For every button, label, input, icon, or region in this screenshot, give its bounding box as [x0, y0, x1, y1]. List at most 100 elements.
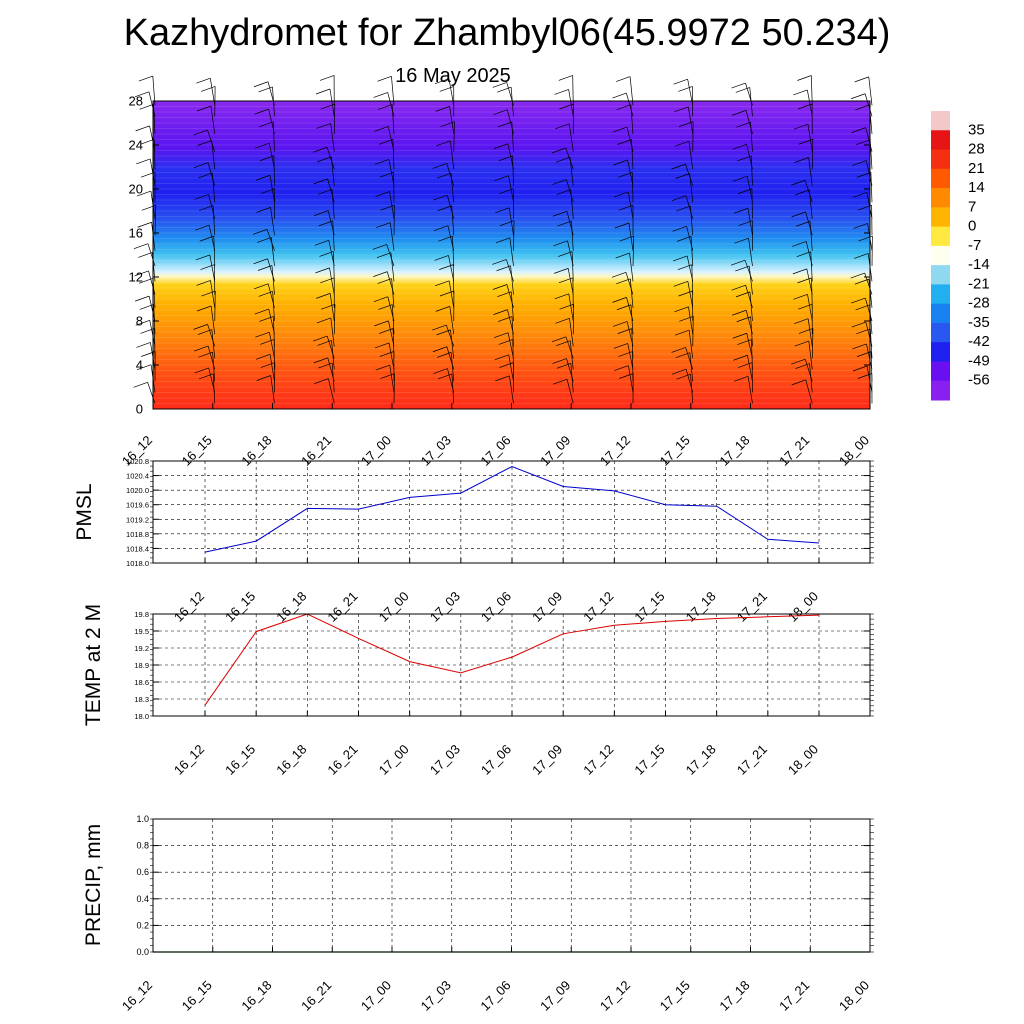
wind-barb-flag [618, 171, 633, 178]
y-tick-label: 19.8 [134, 610, 149, 619]
wind-barb-flag [612, 297, 627, 303]
wind-barb-flag [618, 351, 633, 357]
wind-barb-staff [450, 352, 455, 382]
colorbar-box [931, 111, 950, 131]
wind-barb-staff [449, 306, 455, 335]
wind-barb-flag [551, 336, 567, 343]
wind-barb-flag [732, 143, 747, 150]
chart-title: Kazhydromet for Zhambyl06(45.9972 50.234… [123, 12, 891, 54]
wind-barb-flag [730, 259, 746, 266]
wind-barb-flag [195, 224, 210, 231]
wind-barb-staff [566, 211, 574, 236]
wind-barb-staff [687, 106, 694, 135]
section-x-tick-label: 16_15 [179, 433, 215, 469]
wind-barb-staff [389, 365, 395, 393]
pmsl-panel: 1018.0 1018.4 1018.8 1019.2 1019.6 1020.0 1020… [73, 457, 874, 625]
wind-barb-flag [438, 235, 453, 242]
wind-barb-staff [508, 207, 514, 236]
wind-barb-flag [615, 76, 631, 82]
wind-barb-flag [372, 244, 387, 250]
wind-barb-flag [313, 335, 328, 342]
wind-barb-staff [688, 330, 694, 359]
wind-barb-flag [434, 255, 449, 261]
y-tick-label: 18.9 [134, 661, 149, 670]
wind-barb-flag [856, 139, 871, 145]
precip-panel: 0.0 0.2 0.4 0.6 0.8 1.0 16_12 16_15 16_18 16_21 17… [82, 814, 874, 1014]
colorbar-box [931, 361, 950, 382]
wind-barb-staff [810, 251, 813, 282]
wind-barb-flag [432, 346, 447, 353]
y-tick-label: 1020.0 [126, 486, 149, 495]
wind-barb-staff [445, 324, 455, 347]
wind-barb-flag [199, 373, 214, 380]
section-y-tick-label: 28 [129, 94, 143, 109]
wind-barb-flag [497, 121, 512, 128]
wind-barb-staff [269, 175, 275, 203]
section-x-tick-label: 16_21 [298, 433, 334, 469]
wind-barb-staff [568, 123, 574, 152]
wind-barb-flag [493, 109, 508, 116]
wind-barb-staff [329, 267, 335, 295]
colorbar-label: 35 [968, 121, 985, 138]
wind-barb-staff [864, 93, 873, 117]
wind-barb-staff [389, 191, 395, 219]
wind-barb-flag [495, 207, 510, 214]
section-y-tick-label: 16 [129, 226, 143, 241]
wind-barb-staff [388, 159, 395, 186]
wind-barb-staff [506, 259, 514, 282]
x-tick-label: 17_09 [529, 742, 565, 778]
wind-barb-flag [317, 189, 333, 195]
wind-barb-staff [212, 205, 216, 236]
wind-barb-staff [629, 252, 634, 282]
x-tick-label: 17_03 [427, 589, 463, 625]
wind-barb-flag [316, 123, 331, 129]
wind-barb-staff [447, 225, 455, 251]
wind-barb-flag [851, 127, 866, 133]
wind-barb-staff [327, 178, 335, 203]
wind-barb-staff [448, 255, 455, 282]
wind-barb-flag [732, 332, 747, 339]
wind-barb-flag [676, 236, 692, 242]
wind-barb-flag [499, 220, 515, 226]
wind-barb-flag [672, 225, 687, 232]
wind-barb-staff [808, 157, 813, 186]
wind-barb-flag [373, 271, 388, 277]
x-tick-label: 18_00 [785, 742, 821, 778]
x-tick-label: 17_21 [776, 978, 812, 1014]
wind-barb-flag [615, 252, 630, 259]
wind-barb-staff [748, 266, 753, 295]
wind-barb-staff [745, 285, 753, 308]
wind-barb-staff [568, 293, 574, 322]
wind-barb-staff [629, 278, 634, 308]
wind-barb-flag [675, 173, 690, 179]
wind-barb-flag [619, 373, 634, 379]
wind-barb-flag [494, 354, 509, 361]
wind-barb-staff [688, 306, 694, 335]
wind-barb-flag [254, 108, 269, 115]
wind-barb-staff [809, 221, 813, 251]
wind-barb-staff [686, 255, 694, 282]
wind-barb-staff [386, 271, 395, 295]
wind-barb-flag [797, 103, 813, 110]
wind-barb-flag [258, 86, 273, 93]
wind-barb-flag [552, 378, 568, 385]
wind-barb-staff [213, 236, 216, 267]
wind-barb-flag [850, 272, 865, 279]
wind-barb-flag [201, 290, 216, 297]
wind-barb-staff [268, 143, 275, 170]
wind-barb-staff [208, 194, 216, 219]
wind-barb-staff [328, 240, 335, 267]
wind-barb-staff [630, 304, 634, 335]
wind-barb-flag [797, 75, 812, 81]
wind-barb-staff [330, 317, 335, 347]
wind-barb-flag [614, 191, 629, 198]
wind-barb-staff [626, 126, 634, 152]
wind-barb-flag [194, 345, 209, 352]
wind-barb-staff [269, 332, 275, 359]
wind-barb-flag [260, 339, 275, 345]
precip-grid [153, 819, 870, 952]
y-tick-label: 19.2 [134, 644, 149, 653]
wind-barb-flag [612, 92, 627, 99]
wind-barb-flag [436, 140, 451, 147]
wind-barb-staff [751, 188, 753, 219]
